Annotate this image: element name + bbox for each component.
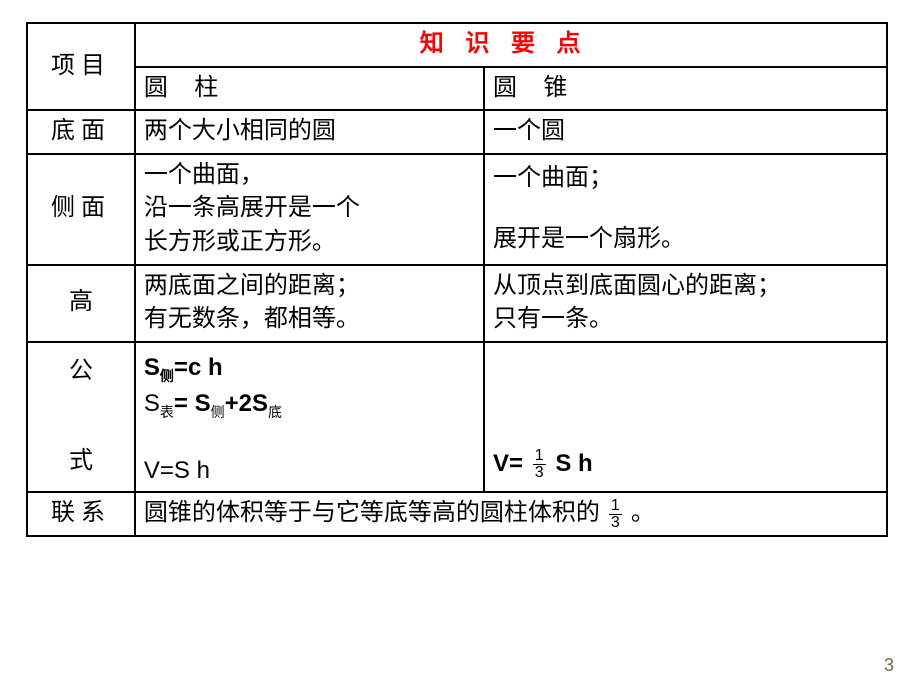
base-cone: 一个圆 — [484, 110, 887, 154]
cone-frac-num: 1 — [533, 448, 546, 465]
cone-frac-den: 3 — [533, 465, 546, 481]
side-cone: 一个曲面； 展开是一个扇形。 — [484, 154, 887, 265]
height-label: 高 — [27, 265, 135, 342]
side-cyl-l3: 长方形或正方形。 — [144, 226, 475, 260]
side-cone-spacer — [493, 195, 878, 223]
cyl-s-side-line: S侧=c h — [144, 351, 475, 387]
formula-label-l2: 式 — [36, 445, 126, 479]
relation-fraction: 1 3 — [609, 498, 622, 531]
cyl-s-surf-sym: S — [144, 390, 160, 417]
title-cell: 知识要点 — [135, 23, 887, 67]
base-row: 底面 两个大小相同的圆 一个圆 — [27, 110, 887, 154]
side-cyl-l1: 一个曲面， — [144, 159, 475, 193]
side-cone-l1: 一个曲面； — [493, 162, 878, 196]
side-cylinder: 一个曲面， 沿一条高展开是一个 长方形或正方形。 — [135, 154, 484, 265]
cyl-s-side-sym: S — [144, 354, 160, 381]
base-label: 底面 — [27, 110, 135, 154]
relation-cell: 圆锥的体积等于与它等底等高的圆柱体积的 1 3 。 — [135, 492, 887, 536]
relation-label: 联系 — [27, 492, 135, 536]
height-cone: 从顶点到底面圆心的距离； 只有一条。 — [484, 265, 887, 342]
height-cone-l2: 只有一条。 — [493, 303, 878, 337]
cylinder-header: 圆柱 — [135, 67, 484, 111]
side-cone-l2: 展开是一个扇形。 — [493, 223, 878, 257]
relation-pre: 圆锥的体积等于与它等底等高的圆柱体积的 — [144, 500, 600, 526]
formula-label-l1: 公 — [36, 355, 126, 389]
header-row-1: 项目 知识要点 — [27, 23, 887, 67]
formula-label: 公 式 — [27, 342, 135, 492]
cylinder-header-text: 圆柱 — [144, 75, 245, 101]
cyl-formula-spacer — [144, 424, 475, 454]
project-label: 项目 — [51, 53, 111, 79]
formula-cylinder: S侧=c h S表= S侧+2S底 V=S h — [135, 342, 484, 492]
base-cylinder: 两个大小相同的圆 — [135, 110, 484, 154]
formula-row: 公 式 S侧=c h S表= S侧+2S底 V=S h V= 1 3 S h — [27, 342, 887, 492]
cyl-s-surf-sub3: 底 — [268, 406, 282, 421]
side-cyl-l2: 沿一条高展开是一个 — [144, 192, 475, 226]
header-row-2: 圆柱 圆锥 — [27, 67, 887, 111]
side-label: 侧面 — [27, 154, 135, 265]
cyl-s-surf-line: S表= S侧+2S底 — [144, 387, 475, 423]
relation-frac-num: 1 — [609, 498, 622, 515]
height-cyl-l2: 有无数条，都相等。 — [144, 303, 475, 337]
formula-label-spacer — [36, 389, 126, 445]
table-title: 知识要点 — [420, 31, 602, 57]
cone-v-fraction: 1 3 — [533, 448, 546, 481]
knowledge-table: 项目 知识要点 圆柱 圆锥 底面 两个大小相同的圆 一个圆 侧面 一个曲面， 沿… — [26, 22, 888, 537]
relation-frac-den: 3 — [609, 515, 622, 531]
relation-post: 。 — [631, 500, 655, 526]
cyl-s-surf-eq: = S — [174, 390, 211, 417]
height-row: 高 两底面之间的距离； 有无数条，都相等。 从顶点到底面圆心的距离； 只有一条。 — [27, 265, 887, 342]
height-cyl-l1: 两底面之间的距离； — [144, 270, 475, 304]
cyl-v-line: V=S h — [144, 454, 475, 488]
cyl-s-side-eq: =c h — [174, 354, 223, 381]
formula-cone: V= 1 3 S h — [484, 342, 887, 492]
cone-v-pre: V= — [493, 450, 523, 477]
cone-header-text: 圆锥 — [493, 75, 594, 101]
page-number: 3 — [884, 655, 894, 676]
project-label-cell: 项目 — [27, 23, 135, 110]
height-cone-l1: 从顶点到底面圆心的距离； — [493, 270, 878, 304]
relation-row: 联系 圆锥的体积等于与它等底等高的圆柱体积的 1 3 。 — [27, 492, 887, 536]
cyl-s-surf-sub2: 侧 — [211, 406, 225, 421]
height-cylinder: 两底面之间的距离； 有无数条，都相等。 — [135, 265, 484, 342]
cyl-s-surf-sub: 表 — [160, 406, 174, 421]
cyl-s-surf-plus: +2S — [225, 390, 268, 417]
cone-header: 圆锥 — [484, 67, 887, 111]
cyl-s-side-sub: 侧 — [160, 370, 174, 385]
cone-v-post: S h — [555, 450, 592, 477]
side-row: 侧面 一个曲面， 沿一条高展开是一个 长方形或正方形。 一个曲面； 展开是一个扇… — [27, 154, 887, 265]
